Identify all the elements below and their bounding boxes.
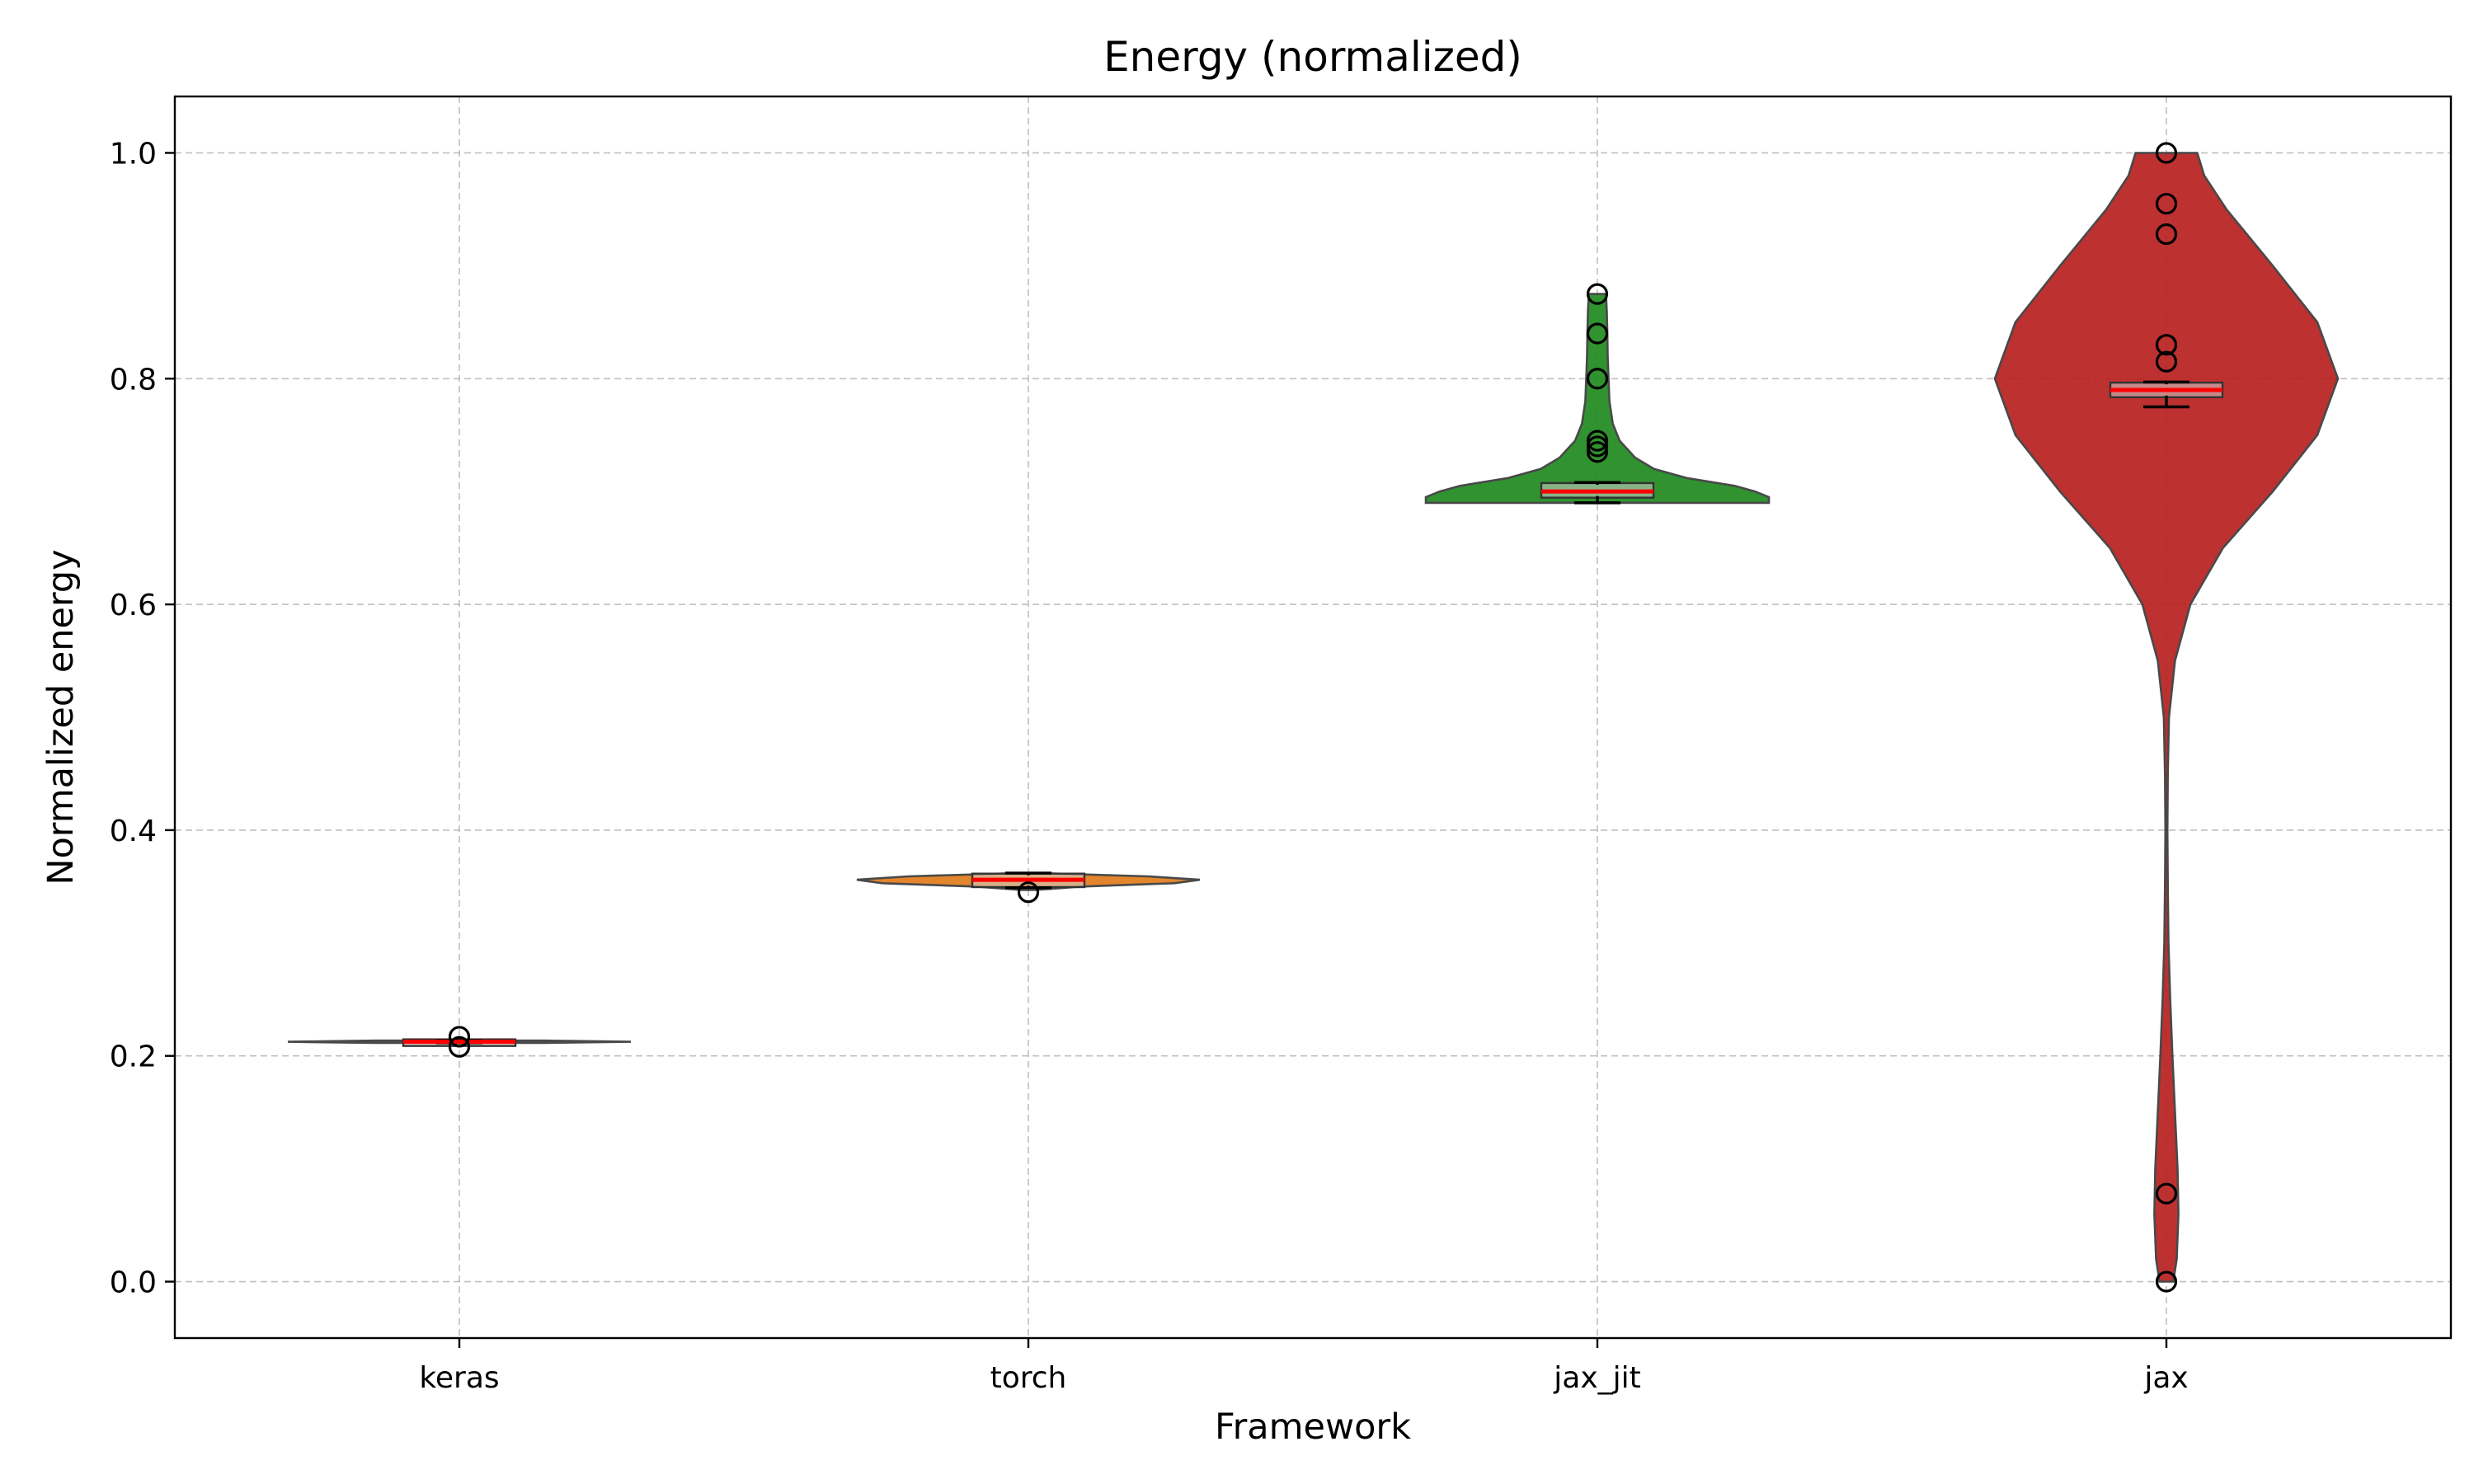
- x-axis-label: Framework: [1215, 1407, 1411, 1448]
- x-tick-label-jax: jax: [2143, 1361, 2188, 1395]
- outlier-point-jax_jit: [1586, 430, 1609, 452]
- outlier-point-jax: [2155, 350, 2178, 373]
- y-tick-label: 0.4: [110, 815, 157, 848]
- y-axis-label: Normalized energy: [40, 549, 82, 885]
- y-tick-label: 0.8: [110, 363, 157, 397]
- outlier-point-keras: [448, 1026, 471, 1048]
- x-tick-label-keras: keras: [419, 1361, 499, 1395]
- outlier-point-jax_jit: [1586, 435, 1609, 458]
- y-tick-label: 0.6: [110, 589, 157, 622]
- y-tick-label: 0.2: [110, 1040, 157, 1074]
- outlier-point-torch: [1017, 881, 1040, 904]
- chart-title: Energy (normalized): [1103, 33, 1522, 81]
- y-tick-label: 1.0: [110, 137, 157, 171]
- violin-layer: [287, 142, 2340, 1293]
- outlier-point-jax: [2155, 1270, 2178, 1293]
- outlier-point-jax_jit: [1586, 283, 1609, 305]
- violin-body-jax: [1993, 152, 2340, 1283]
- outlier-point-jax: [2155, 1182, 2178, 1205]
- outlier-point-keras: [448, 1036, 471, 1058]
- violin-group-torch: [856, 871, 1201, 904]
- axis-layer: 0.0 0.2 0.4 0.6 0.8 1.0 keras torch jax_jit jax: [110, 95, 2453, 1395]
- outlier-point-jax: [2155, 142, 2178, 164]
- outlier-point-jax_jit: [1586, 441, 1609, 463]
- violin-group-jax_jit: [1424, 283, 1771, 505]
- x-tick-label-torch: torch: [990, 1361, 1067, 1395]
- outlier-point-jax: [2155, 334, 2178, 356]
- outlier-point-jax: [2155, 192, 2178, 215]
- outlier-point-jax_jit: [1586, 322, 1609, 345]
- y-tick-label: 0.0: [110, 1266, 157, 1300]
- outlier-point-jax: [2155, 223, 2178, 246]
- violin-group-jax: [1993, 142, 2340, 1293]
- x-tick-label-jax_jit: jax_jit: [1553, 1361, 1641, 1395]
- outlier-point-jax_jit: [1586, 368, 1609, 390]
- violin-group-keras: [287, 1026, 632, 1058]
- plot-frame: [173, 95, 2453, 1340]
